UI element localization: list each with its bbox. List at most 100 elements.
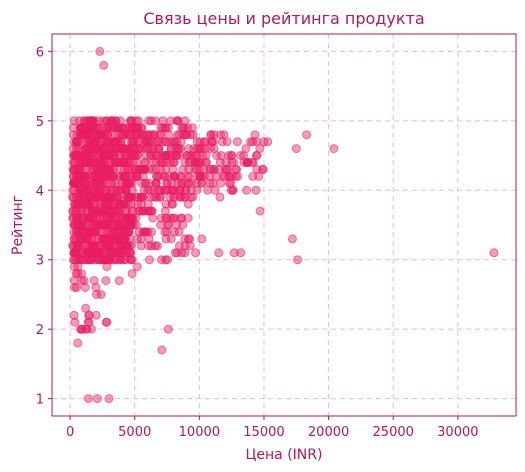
data-point — [81, 303, 91, 313]
data-point — [102, 234, 112, 244]
data-point — [255, 206, 265, 216]
data-point — [188, 130, 198, 140]
data-point — [94, 164, 104, 174]
data-point — [94, 241, 104, 251]
data-point — [149, 137, 159, 147]
data-point — [178, 123, 188, 133]
data-point — [73, 213, 83, 223]
data-point — [82, 324, 92, 334]
data-point — [163, 324, 173, 334]
data-point — [215, 158, 225, 167]
data-point — [114, 276, 124, 286]
data-point — [144, 116, 154, 126]
data-point — [128, 213, 138, 223]
data-point — [85, 151, 95, 160]
data-point — [120, 255, 129, 265]
data-point — [122, 220, 132, 230]
data-point — [104, 394, 114, 404]
data-point — [132, 192, 142, 202]
data-point — [117, 144, 127, 154]
data-point — [107, 151, 117, 160]
data-point — [104, 151, 113, 160]
data-point — [83, 394, 93, 404]
data-point — [144, 144, 154, 154]
data-point — [99, 130, 109, 140]
data-point — [183, 171, 193, 181]
data-point — [209, 144, 219, 154]
data-point — [167, 144, 176, 154]
x-tick-label: 25000 — [373, 425, 414, 440]
data-point — [192, 178, 201, 188]
data-point — [74, 164, 84, 174]
data-point — [95, 213, 105, 223]
data-point — [489, 248, 499, 258]
data-point — [236, 248, 246, 258]
data-point — [248, 137, 258, 147]
data-point — [111, 130, 121, 140]
data-point — [101, 276, 111, 286]
data-point — [110, 213, 120, 223]
data-point — [200, 171, 209, 181]
data-point — [131, 158, 141, 167]
data-point — [84, 317, 94, 327]
data-point — [97, 220, 106, 230]
y-axis-label: Рейтинг — [10, 195, 26, 255]
data-point — [168, 164, 178, 174]
data-point — [131, 171, 141, 181]
data-point — [176, 137, 186, 147]
data-point — [88, 220, 98, 230]
data-point — [96, 290, 106, 299]
data-point — [129, 144, 139, 154]
data-point — [112, 255, 122, 265]
data-point — [144, 241, 153, 251]
data-point — [156, 220, 166, 230]
data-point — [143, 206, 153, 216]
data-point — [72, 283, 82, 292]
data-point — [69, 234, 79, 244]
data-point — [139, 206, 149, 216]
data-point — [73, 338, 83, 348]
data-point — [68, 130, 78, 140]
data-point — [80, 227, 90, 237]
data-point — [137, 123, 147, 133]
data-point — [143, 199, 153, 209]
data-point — [119, 248, 129, 258]
data-point — [94, 171, 104, 181]
data-point — [94, 130, 104, 140]
data-point — [173, 116, 183, 126]
data-point — [157, 345, 167, 355]
data-point — [231, 171, 241, 181]
data-point — [102, 262, 112, 272]
y-tick-label: 6 — [36, 45, 44, 60]
data-point — [109, 255, 119, 265]
data-point — [293, 255, 303, 265]
data-point — [83, 241, 93, 251]
data-point — [95, 227, 105, 237]
x-tick-label: 20000 — [308, 425, 349, 440]
data-point — [113, 185, 123, 195]
data-point — [90, 220, 100, 230]
data-point — [91, 310, 101, 320]
data-point — [95, 144, 105, 154]
x-tick-label: 0 — [66, 425, 74, 440]
data-point — [121, 171, 131, 181]
data-point — [161, 151, 171, 160]
data-point — [122, 192, 132, 202]
data-point — [93, 123, 103, 133]
data-point — [176, 213, 186, 223]
data-point — [72, 255, 81, 265]
y-tick-label: 3 — [36, 254, 44, 269]
data-point — [176, 178, 186, 188]
data-point — [242, 185, 252, 195]
data-point — [242, 158, 252, 167]
y-axis-ticks: 1 2 3 4 5 6 — [36, 45, 52, 408]
data-point — [208, 178, 218, 188]
data-point — [127, 206, 137, 216]
data-point — [115, 123, 125, 133]
data-point — [114, 158, 124, 167]
data-point — [169, 227, 179, 237]
data-point — [169, 192, 179, 202]
data-point — [154, 171, 164, 181]
data-point — [197, 144, 207, 154]
data-point — [203, 185, 213, 195]
